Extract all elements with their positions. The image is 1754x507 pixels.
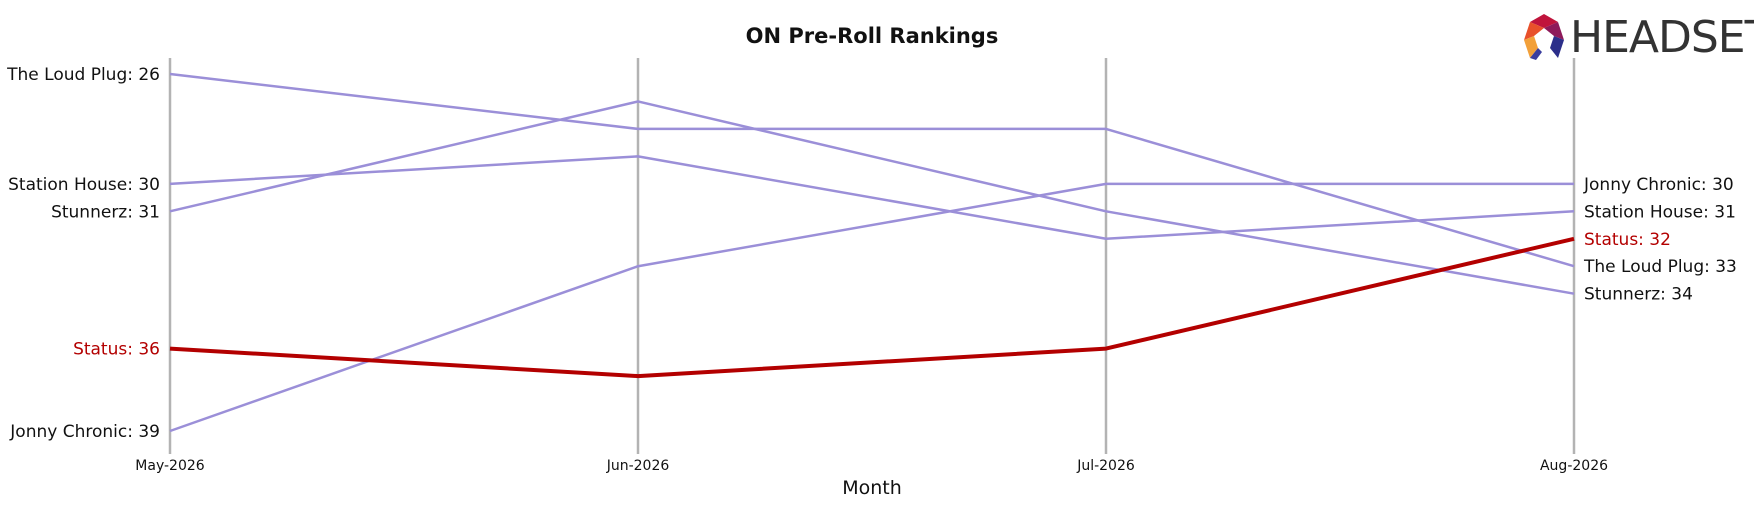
x-tick-labels: May-2026 Jun-2026 Jul-2026 Aug-2026: [135, 458, 1608, 474]
start-label-station-house: Station House: 30: [8, 175, 160, 195]
end-label-station-house: Station House: 31: [1584, 202, 1736, 222]
series-line-stunnerz: [169, 100, 1575, 295]
end-label-status: Status: 32: [1584, 230, 1671, 250]
end-label-stunnerz: Stunnerz: 34: [1584, 285, 1693, 305]
start-label-the-loud-plug: The Loud Plug: 26: [6, 65, 160, 85]
logo-mark-icon: [1524, 14, 1564, 60]
end-label-jonny-chronic: Jonny Chronic: 30: [1583, 175, 1734, 195]
x-tick-May-2026: May-2026: [135, 458, 204, 474]
chart-title: ON Pre-Roll Rankings: [746, 24, 999, 48]
x-tick-Jul-2026: Jul-2026: [1076, 458, 1135, 474]
x-tick-Jun-2026: Jun-2026: [606, 458, 670, 474]
headset-logo: HEADSET: [1524, 12, 1754, 63]
x-tick-Aug-2026: Aug-2026: [1540, 458, 1608, 474]
vertical-gridlines: [168, 58, 1576, 454]
x-axis-label: Month: [842, 477, 902, 499]
start-label-jonny-chronic: Jonny Chronic: 39: [9, 422, 160, 442]
series-line-station-house: [169, 155, 1575, 241]
series-labels: The Loud Plug: 26 The Loud Plug: 33 Statio…: [6, 65, 1737, 442]
series-lines: [169, 72, 1575, 433]
series-line-status: [169, 236, 1575, 379]
logo-text: HEADSET: [1570, 12, 1754, 63]
series-line-jonny-chronic: [169, 182, 1574, 433]
start-label-stunnerz: Stunnerz: 31: [51, 202, 160, 222]
start-label-status: Status: 36: [73, 340, 160, 360]
series-line-the-loud-plug: [169, 72, 1575, 268]
end-label-the-loud-plug: The Loud Plug: 33: [1583, 257, 1737, 277]
